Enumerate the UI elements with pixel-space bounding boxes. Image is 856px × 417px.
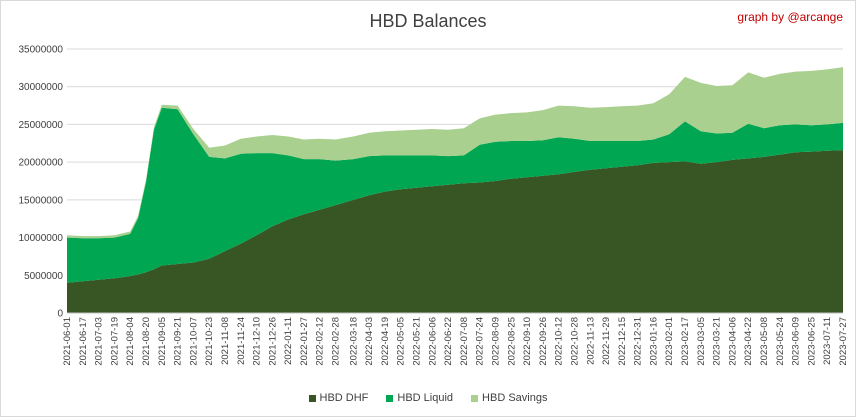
x-tick-label: 2022-06-22 <box>443 317 454 366</box>
x-tick-label: 2022-11-13 <box>585 317 596 365</box>
x-tick-label: 2023-05-08 <box>759 317 770 366</box>
area-hbd-savings <box>67 67 843 239</box>
x-tick-label: 2022-09-10 <box>522 317 533 366</box>
x-tick-label: 2022-12-31 <box>633 317 644 366</box>
y-tick-label: 0 <box>57 309 63 320</box>
legend-swatch <box>471 394 479 402</box>
y-tick-label: 10000000 <box>19 233 64 244</box>
y-tick-label: 30000000 <box>19 82 64 93</box>
x-tick-label: 2023-02-17 <box>680 317 691 366</box>
x-tick-label: 2022-06-06 <box>427 317 438 366</box>
x-tick-label: 2022-04-03 <box>364 317 375 366</box>
x-tick-label: 2021-09-21 <box>173 317 184 366</box>
x-tick-label: 2021-06-01 <box>62 317 73 366</box>
legend-swatch <box>386 394 394 402</box>
x-tick-label: 2021-12-10 <box>252 317 263 366</box>
x-tick-label: 2021-08-04 <box>125 317 136 366</box>
x-tick-label: 2022-07-08 <box>459 317 470 366</box>
x-tick-label: 2023-06-25 <box>806 317 817 366</box>
x-tick-label: 2021-08-20 <box>141 317 152 366</box>
x-tick-label: 2022-05-21 <box>411 317 422 366</box>
legend-item: HBD DHF <box>308 392 369 404</box>
x-tick-label: 2023-03-05 <box>696 317 707 366</box>
legend-item: HBD Liquid <box>386 392 453 404</box>
legend-label: HBD DHF <box>319 392 369 404</box>
x-tick-label: 2021-11-24 <box>236 317 247 365</box>
x-tick-label: 2023-06-09 <box>791 317 802 366</box>
y-tick-label: 35000000 <box>19 45 64 56</box>
x-tick-label: 2022-10-12 <box>554 317 565 366</box>
y-tick-label: 25000000 <box>19 120 64 131</box>
x-tick-label: 2022-07-24 <box>475 317 486 366</box>
legend-label: HBD Liquid <box>397 392 454 404</box>
chart-title: HBD Balances <box>369 11 487 31</box>
y-tick-label: 20000000 <box>19 158 64 169</box>
x-tick-label: 2022-02-28 <box>331 317 342 366</box>
x-tick-label: 2023-03-21 <box>712 317 723 366</box>
x-tick-label: 2021-06-17 <box>78 317 89 366</box>
x-tick-label: 2022-08-25 <box>506 317 517 366</box>
x-tick-label: 2022-02-12 <box>315 317 326 366</box>
legend: HBD DHF HBD Liquid HBD Savings <box>1 392 855 404</box>
x-tick-label: 2021-07-03 <box>94 317 105 366</box>
x-tick-label: 2022-11-29 <box>601 317 612 365</box>
y-tick-label: 15000000 <box>19 195 64 206</box>
area-hbd-liquid <box>67 107 843 283</box>
legend-item: HBD Savings <box>471 392 547 404</box>
x-tick-label: 2021-11-08 <box>220 317 231 365</box>
x-tick-label: 2023-04-22 <box>743 317 754 366</box>
x-tick-label: 2023-02-01 <box>664 317 675 366</box>
x-tick-label: 2022-08-09 <box>490 317 501 366</box>
area-hbd-dhf <box>67 150 843 313</box>
x-tick-label: 2022-10-28 <box>569 317 580 366</box>
legend-swatch <box>308 394 316 402</box>
x-tick-label: 2022-09-26 <box>538 317 549 366</box>
x-tick-label: 2023-05-24 <box>775 317 786 366</box>
x-tick-label: 2022-05-05 <box>396 317 407 366</box>
x-tick-label: 2021-10-07 <box>188 317 199 366</box>
x-tick-label: 2021-12-26 <box>267 317 278 366</box>
x-tick-label: 2021-10-23 <box>204 317 215 366</box>
x-tick-label: 2022-04-19 <box>380 317 391 366</box>
x-tick-label: 2023-01-16 <box>648 317 659 366</box>
x-tick-label: 2023-07-11 <box>822 317 833 365</box>
x-tick-label: 2022-01-27 <box>299 317 310 366</box>
x-tick-label: 2021-09-05 <box>157 317 168 366</box>
x-tick-label: 2022-12-15 <box>617 317 628 366</box>
y-tick-label: 5000000 <box>24 271 63 282</box>
x-tick-label: 2023-04-06 <box>727 317 738 366</box>
chart-credit: graph by @arcange <box>737 10 843 24</box>
legend-label: HBD Savings <box>482 392 548 404</box>
x-tick-label: 2022-03-18 <box>348 317 359 366</box>
x-tick-label: 2021-07-19 <box>109 317 120 366</box>
x-tick-label: 2022-01-11 <box>283 317 294 365</box>
x-tick-label: 2023-07-27 <box>838 317 849 366</box>
